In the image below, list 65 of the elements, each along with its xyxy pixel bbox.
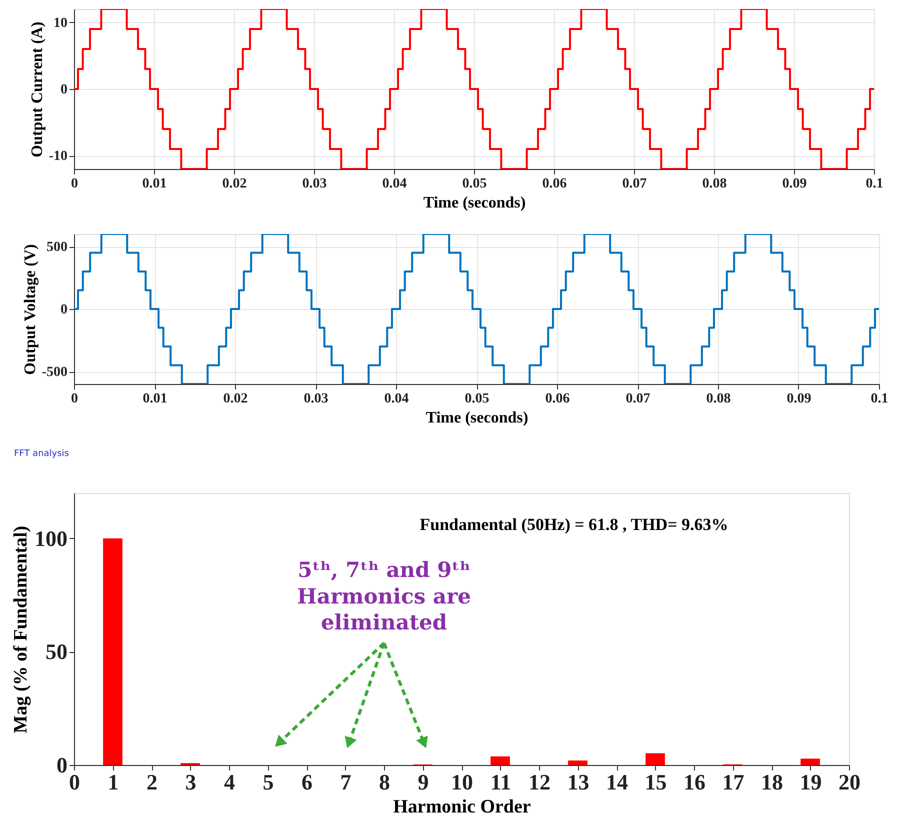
bar bbox=[490, 756, 510, 765]
x-tick-label: 13 bbox=[567, 770, 590, 794]
x-tick-label: 18 bbox=[761, 770, 783, 794]
x-tick-label: 0.06 bbox=[542, 176, 567, 192]
x-tick-label: 1 bbox=[108, 770, 119, 794]
x-tick-label: 11 bbox=[490, 770, 512, 794]
x-tick-label: 9 bbox=[418, 770, 429, 794]
x-tick-label: 10 bbox=[451, 770, 473, 794]
y-axis-title: Mag (% of Fundamental) bbox=[10, 526, 32, 734]
x-tick-label: 0.06 bbox=[545, 392, 570, 406]
x-tick-label: 8 bbox=[379, 770, 390, 794]
x-tick-label: 3 bbox=[185, 770, 196, 794]
y-tick-label: 0 bbox=[60, 82, 68, 98]
annotation: 5ᵗʰ, 7ᵗʰ and 9ᵗʰ Harmonics are eliminated bbox=[297, 557, 471, 634]
y-tick-label: -10 bbox=[48, 149, 68, 164]
bar bbox=[568, 760, 588, 765]
x-tick-label: 0.02 bbox=[222, 176, 247, 192]
x-tick-label: 0.04 bbox=[384, 392, 409, 406]
y-axis-title: Output Current (A) bbox=[28, 22, 46, 158]
x-tick-label: 4 bbox=[224, 770, 235, 794]
x-tick-label: 12 bbox=[528, 770, 550, 794]
x-tick-label: 0.02 bbox=[223, 392, 248, 406]
bar bbox=[800, 758, 820, 765]
x-tick-label: 0.09 bbox=[782, 176, 807, 192]
x-tick-label: 7 bbox=[340, 770, 352, 794]
y-tick-label: 0 bbox=[56, 752, 68, 778]
bar bbox=[646, 753, 665, 765]
y-axis-title: Output Voltage (V) bbox=[22, 244, 39, 375]
x-tick-label: 0.07 bbox=[622, 176, 647, 192]
x-tick-label: 0.01 bbox=[142, 176, 167, 192]
x-tick-label: 0.03 bbox=[302, 176, 327, 192]
x-tick-label: 5 bbox=[262, 770, 274, 794]
x-tick-label: 0.04 bbox=[382, 176, 407, 192]
y-tick-label: 0 bbox=[60, 302, 68, 318]
y-tick-label: 500 bbox=[46, 240, 68, 255]
y-tick-label: -500 bbox=[42, 365, 68, 380]
x-tick-label: 0.05 bbox=[464, 392, 490, 406]
x-tick-label: 17 bbox=[722, 770, 744, 794]
x-tick-label: 20 bbox=[838, 770, 860, 794]
x-tick-label: 0.09 bbox=[786, 392, 812, 406]
x-tick-label: 0.03 bbox=[304, 392, 328, 406]
x-tick-label: 16 bbox=[684, 770, 706, 794]
x-tick-label: 0 bbox=[71, 176, 78, 192]
annotation: Fundamental (50Hz) = 61.8 , THD= 9.63% bbox=[420, 515, 728, 534]
x-tick-label: 2 bbox=[146, 770, 158, 794]
x-tick-label: 0.08 bbox=[706, 392, 731, 406]
x-tick-label: 14 bbox=[606, 770, 628, 794]
x-tick-label: 15 bbox=[644, 770, 667, 794]
x-axis-title: Time (seconds) bbox=[426, 410, 528, 426]
x-tick-label: 0 bbox=[71, 392, 78, 406]
text: FFT analysis bbox=[14, 449, 70, 459]
x-tick-label: 0.05 bbox=[462, 176, 487, 192]
x-tick-label: 0.1 bbox=[870, 392, 888, 406]
x-tick-label: 6 bbox=[302, 770, 312, 794]
y-tick-label: 100 bbox=[34, 526, 68, 551]
x-tick-label: 0.08 bbox=[702, 176, 727, 192]
x-tick-label: 0.07 bbox=[626, 392, 650, 406]
x-axis-title: Time (seconds) bbox=[423, 194, 526, 212]
y-tick-label: 10 bbox=[54, 16, 68, 31]
x-tick-label: 19 bbox=[800, 770, 822, 794]
bar bbox=[103, 538, 122, 765]
y-tick-label: 50 bbox=[46, 639, 68, 664]
x-tick-label: 0.1 bbox=[866, 176, 884, 192]
x-tick-label: 0.01 bbox=[142, 392, 168, 406]
x-axis-title: Harmonic Order bbox=[393, 796, 532, 818]
